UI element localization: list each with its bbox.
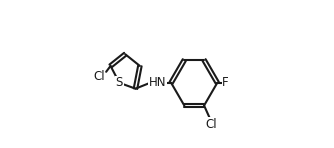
Text: Cl: Cl: [205, 118, 217, 131]
Text: S: S: [116, 76, 123, 89]
Text: Cl: Cl: [93, 70, 105, 83]
Text: HN: HN: [149, 76, 166, 89]
Text: F: F: [222, 76, 229, 89]
